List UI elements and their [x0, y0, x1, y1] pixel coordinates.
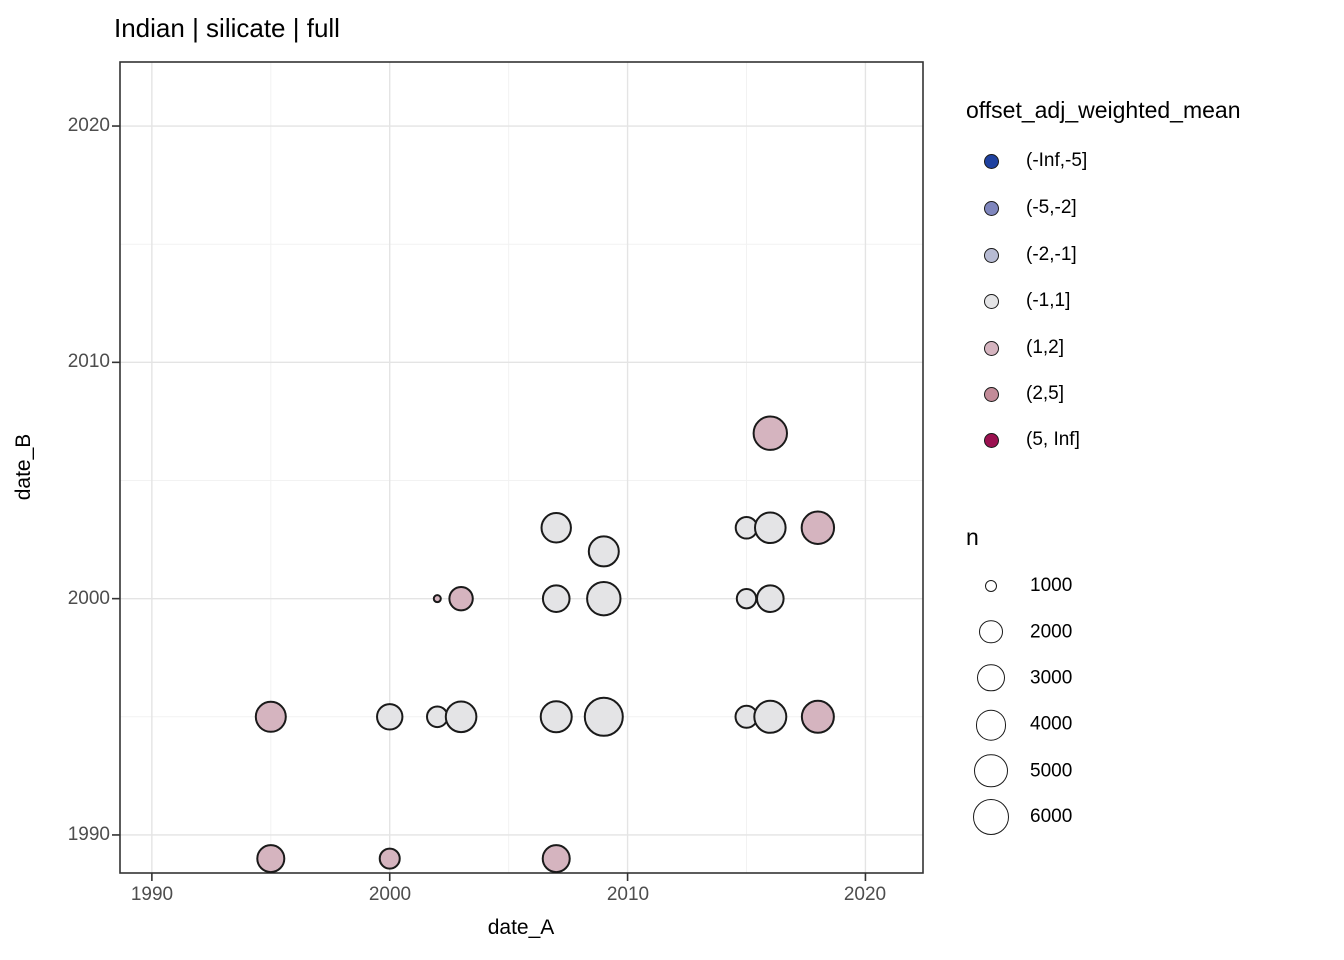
x-tick-label: 2020: [843, 884, 887, 905]
data-point: [755, 584, 785, 613]
legend-key-circle-icon: [984, 200, 999, 216]
size-key-circle-icon: [975, 709, 1007, 741]
size-key-circle-icon: [973, 799, 1009, 835]
data-point: [378, 847, 401, 870]
legend-key-circle-icon: [984, 247, 999, 263]
panel-border: [119, 61, 924, 874]
legend-key-circle-icon: [984, 293, 999, 309]
size-item-label: 4000: [1030, 714, 1073, 735]
y-tick-label: 2000: [67, 588, 110, 609]
legend-item: (-Inf,-5]: [984, 150, 1087, 172]
legend-item-label: (-Inf,-5]: [1026, 150, 1088, 171]
size-key-cell: [973, 754, 1009, 788]
data-point: [800, 699, 835, 734]
data-point: [753, 699, 788, 734]
size-key-circle-icon: [979, 620, 1003, 644]
data-point: [444, 700, 478, 734]
legend-item-label: (-1,1]: [1026, 290, 1071, 311]
x-axis-title: date_A: [487, 916, 555, 939]
data-point: [735, 587, 758, 610]
data-point: [254, 700, 287, 733]
size-legend-item: 6000: [973, 799, 1072, 835]
legend-item-label: (1,2]: [1026, 337, 1065, 358]
legend-item: (-1,1]: [984, 290, 1070, 312]
size-legend-item: 5000: [973, 754, 1073, 788]
legend-key-circle-icon: [984, 432, 999, 448]
color-legend-title: offset_adj_weighted_mean: [966, 97, 1241, 123]
legend-item-label: (-5,-2]: [1026, 197, 1077, 218]
data-point: [587, 535, 620, 568]
size-legend-item: 2000: [973, 620, 1073, 644]
legend-item-label: (-2,-1]: [1026, 244, 1077, 265]
data-point: [753, 511, 787, 545]
size-key-cell: [973, 664, 1009, 692]
x-tick-label: 1990: [130, 884, 174, 905]
size-legend-item: 3000: [973, 664, 1073, 692]
y-tick-label: 1990: [67, 824, 110, 845]
size-key-cell: [973, 620, 1009, 644]
legend-item: (-2,-1]: [984, 244, 1077, 266]
x-tick-label: 2010: [606, 884, 650, 905]
chart-title: Indian | silicate | full: [114, 13, 340, 43]
legend-item-label: (5, Inf]: [1026, 429, 1080, 450]
y-tick-label: 2020: [67, 115, 110, 136]
size-key-circle-icon: [974, 754, 1008, 788]
legend-item: (5, Inf]: [984, 429, 1080, 451]
data-point: [432, 594, 442, 604]
legend-item: (-5,-2]: [984, 197, 1077, 219]
data-point: [752, 415, 788, 451]
legend-key-circle-icon: [984, 340, 999, 356]
size-key-circle-icon: [977, 664, 1005, 692]
data-point: [539, 700, 573, 734]
size-item-label: 1000: [1030, 575, 1073, 596]
data-point: [425, 705, 449, 729]
legend-item-label: (2,5]: [1026, 383, 1065, 404]
legend-key-circle-icon: [984, 153, 999, 169]
data-point: [540, 512, 572, 544]
legend-key-circle-icon: [984, 386, 999, 402]
y-tick-label: 2010: [67, 351, 110, 372]
size-item-label: 5000: [1030, 759, 1073, 781]
size-legend-item: 1000: [973, 575, 1072, 597]
legend-item: (1,2]: [984, 337, 1064, 359]
data-point: [800, 510, 836, 545]
size-legend-item: 4000: [973, 709, 1073, 741]
size-key-circle-icon: [984, 579, 998, 593]
data-point: [583, 696, 624, 737]
size-item-label: 3000: [1030, 666, 1073, 688]
data-point: [448, 585, 474, 612]
size-key-cell: [973, 799, 1009, 835]
data-point: [586, 580, 622, 617]
data-point: [256, 844, 286, 874]
size-item-label: 2000: [1030, 620, 1073, 642]
legend-item: (2,5]: [984, 383, 1064, 405]
size-key-cell: [973, 709, 1009, 741]
data-point: [376, 703, 404, 731]
x-tick-label: 2000: [368, 884, 412, 905]
size-item-label: 6000: [1030, 806, 1073, 827]
size-key-cell: [973, 579, 1009, 593]
size-legend-title: n: [966, 524, 979, 550]
y-axis-title: date_B: [12, 433, 35, 501]
data-point: [541, 844, 571, 874]
data-point: [541, 584, 571, 613]
